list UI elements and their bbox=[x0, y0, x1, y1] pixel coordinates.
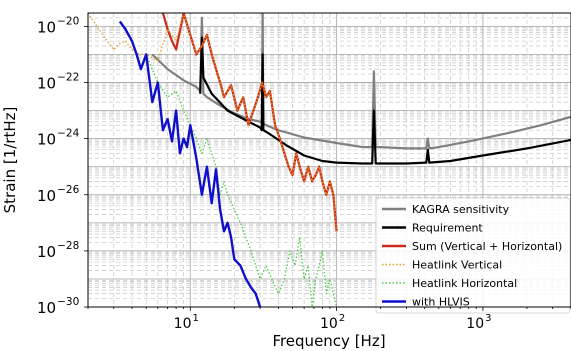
y-tick-label: 10−26 bbox=[37, 184, 80, 205]
legend: KAGRA sensitivity Requirement Sum (Vertica… bbox=[375, 197, 571, 314]
y-tick-label: 10−24 bbox=[37, 128, 80, 149]
x-tick-label: 102 bbox=[320, 313, 345, 332]
y-axis-label: Strain [1/rtHz] bbox=[1, 107, 19, 214]
legend-label: Heatlink Vertical bbox=[412, 259, 502, 272]
y-tick-label: 10−28 bbox=[37, 240, 79, 261]
x-axis-label: Frequency [Hz] bbox=[272, 332, 385, 350]
y-tick-label: 10−22 bbox=[37, 72, 79, 93]
legend-label: with HLVIS bbox=[412, 296, 470, 309]
series-line-4 bbox=[88, 13, 338, 232]
x-tick-label: 101 bbox=[174, 313, 199, 332]
y-tick-label: 10−30 bbox=[37, 296, 79, 317]
legend-label: KAGRA sensitivity bbox=[412, 203, 510, 216]
series-line-2 bbox=[199, 36, 571, 165]
legend-label: Requirement bbox=[412, 222, 483, 235]
series-line-6 bbox=[118, 20, 262, 307]
x-tick-label: 103 bbox=[466, 313, 491, 332]
legend-label: Sum (Vertical + Horizontal) bbox=[412, 240, 562, 253]
y-tick-label: 10−20 bbox=[37, 15, 79, 36]
legend-box bbox=[375, 197, 571, 314]
series-group bbox=[88, 13, 571, 307]
legend-label: Heatlink Horizontal bbox=[412, 277, 517, 290]
